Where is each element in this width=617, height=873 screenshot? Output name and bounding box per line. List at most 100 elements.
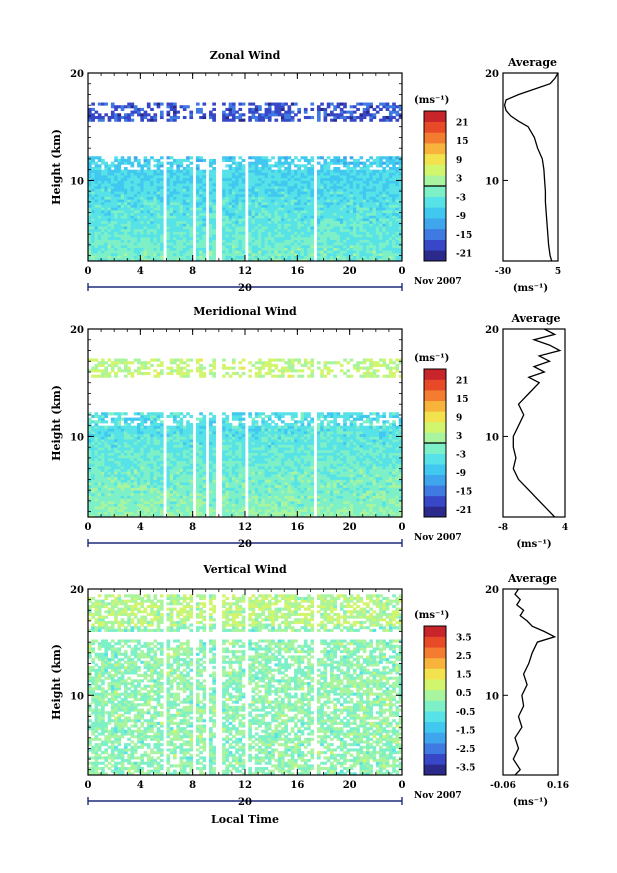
heatmap-cell [274, 218, 279, 222]
heatmap-cell [209, 191, 213, 195]
heatmap-cell [97, 514, 102, 517]
heatmap-cell [94, 164, 99, 168]
heatmap-cell [388, 196, 393, 200]
heatmap-cell [176, 247, 180, 251]
heatmap-cell [274, 105, 279, 109]
heatmap-cell [392, 220, 396, 224]
heatmap-cell [241, 218, 246, 222]
heatmap-cell [127, 236, 131, 240]
heatmap-cell [264, 172, 269, 176]
heatmap-cell [199, 242, 203, 246]
heatmap-cell [254, 242, 259, 246]
heatmap-cell [238, 161, 243, 165]
heatmap-cell [372, 258, 377, 261]
heatmap-cell [356, 158, 360, 163]
heatmap-cell [156, 503, 161, 507]
heatmap-cell [159, 479, 164, 483]
heatmap-cell [369, 236, 373, 240]
heatmap-cell [238, 242, 243, 246]
heatmap-cell [333, 234, 337, 238]
heatmap-cell [366, 177, 370, 181]
heatmap-cell [382, 161, 387, 165]
heatmap-cell [146, 113, 151, 117]
heatmap-cell [101, 252, 105, 257]
heatmap-cell [110, 476, 115, 480]
x-tick-label: 8 [189, 266, 196, 277]
heatmap-cell [280, 188, 285, 192]
heatmap-cell [326, 175, 331, 179]
heatmap-cell [117, 358, 122, 362]
heatmap-cell [182, 506, 187, 510]
heatmap-cell [143, 476, 148, 480]
heatmap-cell [159, 196, 164, 200]
heatmap-cell [173, 425, 177, 429]
heatmap-cell [156, 169, 161, 173]
heatmap-cell [274, 191, 279, 195]
heatmap-cell [120, 223, 125, 227]
heatmap-cell [97, 417, 102, 421]
heatmap-cell [222, 220, 226, 224]
heatmap-cell [91, 228, 95, 232]
heatmap-cell [235, 255, 239, 259]
heatmap-cell [150, 226, 154, 230]
heatmap-cell [150, 471, 154, 475]
heatmap-cell [284, 102, 288, 106]
heatmap-cell [94, 161, 99, 165]
heatmap-cell [395, 156, 400, 160]
heatmap-cell [284, 250, 288, 254]
heatmap-cell [290, 242, 295, 246]
heatmap-cell [326, 239, 331, 243]
heatmap-cell [127, 215, 131, 219]
heatmap-cell [366, 209, 370, 214]
heatmap-cell [199, 258, 203, 261]
heatmap-cell [186, 218, 190, 222]
heatmap-cell [189, 185, 194, 189]
heatmap-cell [343, 212, 347, 216]
heatmap-cell [104, 244, 109, 248]
heatmap-cell [202, 115, 207, 120]
heatmap-cell [150, 169, 154, 173]
heatmap-cell [150, 487, 154, 491]
heatmap-cell [398, 231, 402, 235]
heatmap-cell [143, 511, 148, 515]
heatmap-cell [169, 452, 174, 456]
heatmap-cell [130, 471, 135, 475]
heatmap-cell [130, 226, 135, 230]
heatmap-cell [254, 161, 259, 165]
heatmap-cell [241, 255, 246, 259]
heatmap-cell [91, 425, 95, 429]
heatmap-cell [91, 490, 95, 494]
heatmap-cell [150, 209, 154, 214]
heatmap-cell [209, 212, 213, 216]
heatmap-cell [277, 220, 282, 224]
heatmap-cell [156, 255, 161, 259]
heatmap-cell [97, 506, 102, 510]
heatmap-cell [101, 492, 105, 496]
heatmap-cell [271, 247, 275, 251]
heatmap-cell [140, 242, 144, 246]
heatmap-cell [120, 484, 125, 488]
heatmap-cell [114, 193, 118, 197]
heatmap-cell [356, 172, 360, 176]
heatmap-cell [346, 172, 351, 176]
heatmap-cell [261, 158, 266, 163]
heatmap-cell [179, 169, 184, 173]
heatmap-cell [123, 118, 128, 122]
heatmap-cell [199, 107, 203, 111]
heatmap-cell [336, 177, 341, 181]
heatmap-cell [323, 169, 328, 173]
heatmap-cell [209, 115, 213, 120]
heatmap-cell [300, 156, 305, 160]
heatmap-cell [398, 252, 402, 257]
heatmap-cell [258, 228, 262, 232]
heatmap-cell [133, 201, 138, 205]
heatmap-cell [231, 180, 236, 184]
heatmap-cell [120, 361, 125, 365]
heatmap-cell [398, 199, 402, 203]
heatmap-cell [199, 234, 203, 238]
heatmap-cell [123, 508, 128, 513]
heatmap-cell [238, 252, 243, 257]
heatmap-cell [94, 490, 99, 494]
heatmap-cell [176, 414, 180, 419]
heatmap-cell [166, 244, 171, 248]
